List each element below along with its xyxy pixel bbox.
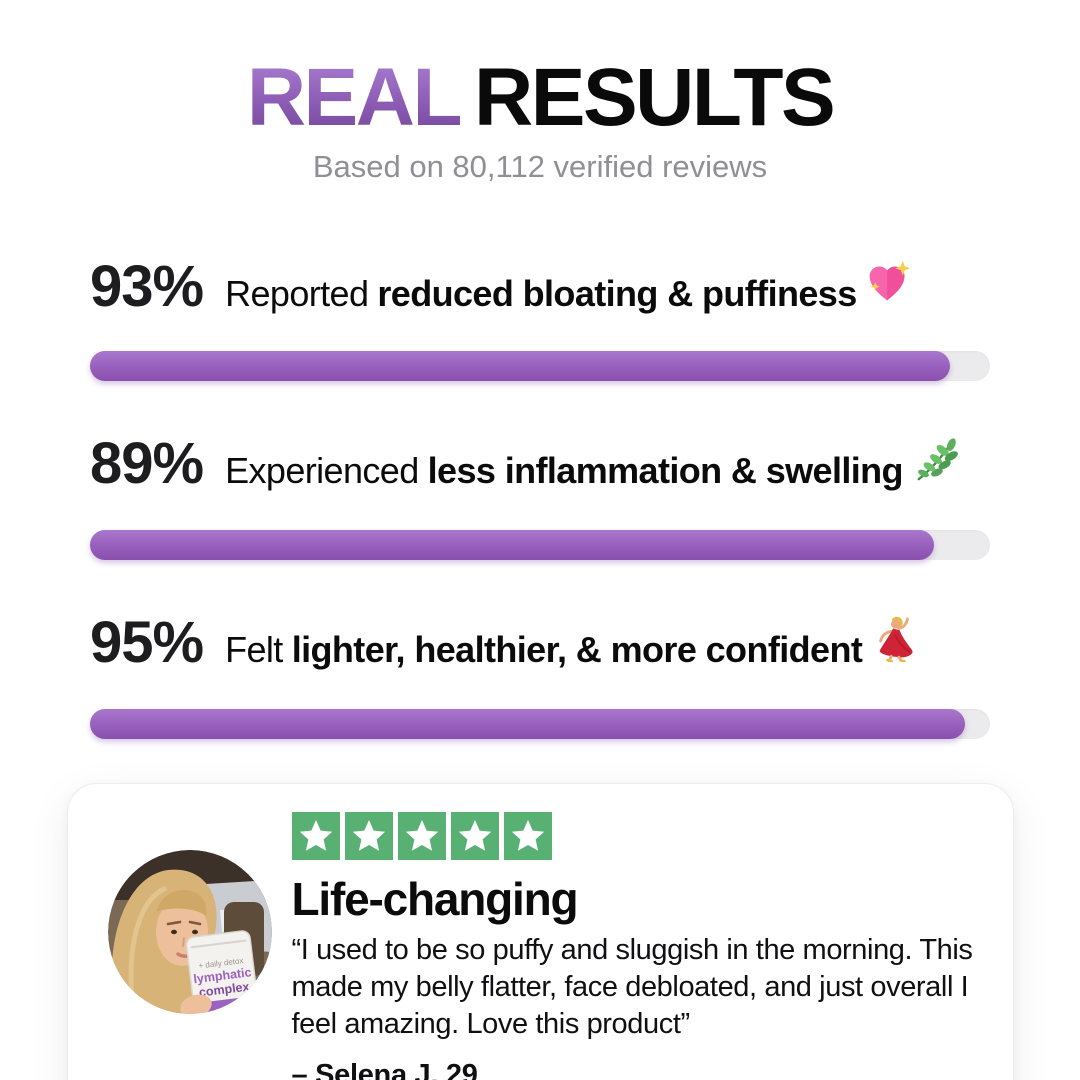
stat-label: 95% Felt lighter, healthier, & more confi…: [90, 612, 990, 685]
progress-track: [90, 530, 990, 560]
trustpilot-star-icon: [450, 812, 499, 860]
stat-description: Felt lighter, healthier, & more confident: [225, 629, 863, 670]
woman-dancing-icon: [872, 616, 918, 689]
review-heading: Life-changing: [291, 873, 579, 925]
stat-percent: 95%: [90, 610, 204, 675]
title-main: RESULTS: [474, 52, 836, 143]
stat-label: 93% Reported reduced bloating & puffiness: [90, 256, 990, 327]
trustpilot-star-icon: [503, 812, 552, 860]
avatar-product-line2: complex: [198, 980, 250, 1000]
trustpilot-star-icon: [291, 812, 340, 860]
sparkling-heart-icon: [867, 260, 911, 331]
stat-row-confidence: 95% Felt lighter, healthier, & more confi…: [90, 612, 990, 739]
stat-description: Experienced less inflammation & swelling: [225, 450, 903, 491]
review-content: Life-changing “I used to be so puffy and…: [291, 812, 973, 1080]
stat-percent: 89%: [90, 431, 204, 496]
progress-fill: [90, 709, 965, 739]
stat-row-inflammation: 89% Experienced less inflammation & swell…: [90, 433, 990, 560]
stat-label: 89% Experienced less inflammation & swell…: [90, 433, 990, 506]
trustpilot-star-icon: [344, 812, 393, 860]
stat-percent: 93%: [90, 254, 204, 319]
review-attribution: – Selena J, 29: [291, 1059, 478, 1080]
reviewer-avatar: + daily detox lymphatic complex: [107, 850, 272, 1080]
review-quote: “I used to be so puffy and sluggish in t…: [291, 934, 973, 1040]
stat-row-bloating: 93% Reported reduced bloating & puffiness: [90, 256, 990, 381]
page-title: REAL RESULTS: [0, 56, 1080, 140]
progress-fill: [90, 530, 935, 560]
five-star-rating: [291, 812, 973, 860]
reviewer-avatar-photo: + daily detox lymphatic complex: [107, 850, 272, 1014]
review-card: + daily detox lymphatic complex Life-cha…: [66, 783, 1014, 1080]
trustpilot-star-icon: [397, 812, 446, 860]
stat-description: Reported reduced bloating & puffiness: [225, 273, 857, 314]
progress-track: [90, 709, 990, 739]
title-accent: REAL: [246, 52, 463, 143]
herb-icon: [913, 437, 959, 510]
progress-track: [90, 351, 990, 381]
stats-section: 93% Reported reduced bloating & puffiness: [0, 256, 1080, 739]
subtitle: Based on 80,112 verified reviews: [312, 149, 768, 184]
progress-fill: [90, 351, 950, 381]
